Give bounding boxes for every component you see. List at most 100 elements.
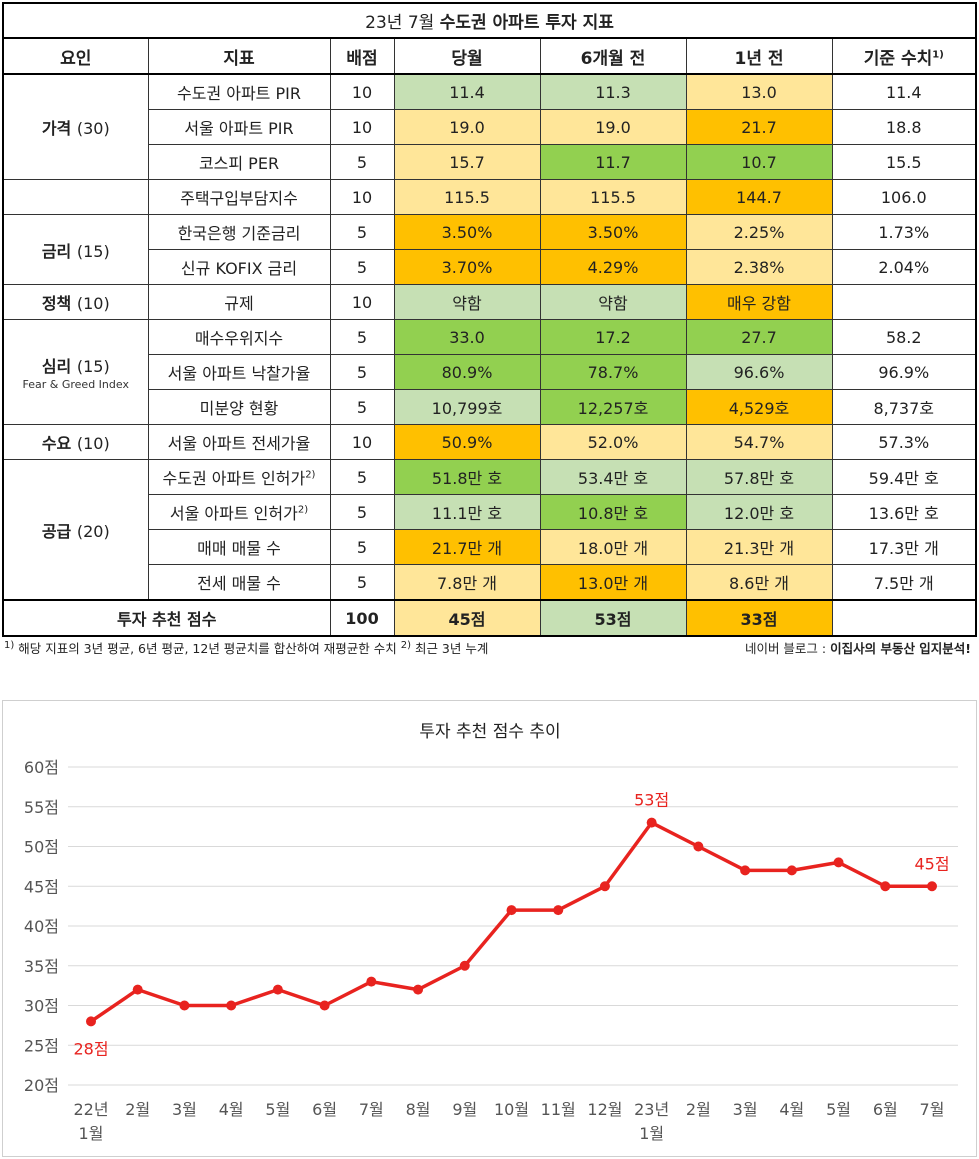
cell-m6: 18.0만 개	[539, 529, 687, 565]
table-header-row: 요인 지표 배점 당월 6개월 전 1년 전 기준 수치1)	[2, 37, 977, 75]
table-row: 주택구입부담지수 10 115.5 115.5 144.7 106.0	[2, 179, 977, 215]
cell-m6: 약함	[539, 284, 687, 320]
indicator-label: 서울 아파트 PIR	[184, 119, 294, 138]
group-rate: 금리 (15)	[2, 214, 149, 285]
table-row: 서울 아파트 낙찰가율 5 80.9% 78.7% 96.6% 96.9%	[3, 354, 977, 390]
footnote-left: 1) 해당 지표의 3년 평균, 6년 평균, 12년 평균치를 합산하여 재평…	[4, 640, 488, 656]
table-row: 가격 (30) 수도권 아파트 PIR 10 11.4 11.3 13.0 11.4	[2, 73, 977, 180]
cell-m6: 11.3	[539, 73, 687, 110]
x-tick-line: 4월	[219, 1100, 244, 1119]
cell-weight: 10	[329, 284, 395, 320]
group-price: 가격 (30)	[2, 73, 149, 180]
series-line	[90, 820, 932, 1023]
x-tick-line: 2월	[125, 1100, 150, 1119]
y-tick-label: 20점	[24, 1076, 59, 1095]
cell-m6: 3.50%	[539, 214, 687, 250]
table-row: 전세 매물 수 5 7.8만 개 13.0만 개 8.6만 개 7.5만 개	[3, 564, 977, 601]
indicator-label: 서울 아파트 낙찰가율	[167, 364, 311, 383]
indicator-label: 한국은행 기준금리	[177, 224, 301, 243]
data-point	[880, 881, 891, 892]
cell-base: 17.3만 개	[831, 529, 977, 565]
data-point	[599, 881, 610, 892]
group-policy: 정책 (10)	[2, 284, 149, 320]
cell-m6: 12,257호	[539, 389, 687, 425]
x-tick-line: 1월	[79, 1124, 104, 1143]
table-title-row: 23년 7월 수도권 아파트 투자 지표	[2, 2, 977, 39]
x-tick-line: 5월	[265, 1100, 290, 1119]
x-tick-label: 7월	[920, 1100, 945, 1119]
y-tick-label: 30점	[24, 997, 59, 1016]
cell-m6: 115.5	[539, 179, 687, 215]
cell-indicator: 서울 아파트 전세가율	[147, 424, 331, 460]
cell-indicator: 미분양 현황	[147, 389, 331, 425]
data-label: 28점	[73, 1039, 108, 1058]
cell-current: 115.5	[393, 179, 541, 215]
cell-y1: 13.0	[685, 73, 833, 110]
group-supply: 공급 (20)	[2, 459, 149, 601]
group-name: 가격	[41, 119, 72, 138]
cell-indicator: 서울 아파트 낙찰가율	[147, 354, 331, 390]
cell-base: 58.2	[831, 319, 977, 355]
y-tick-label: 45점	[24, 877, 59, 896]
indicator-label: 신규 KOFIX 금리	[180, 259, 298, 278]
cell-base: 8,737호	[831, 389, 977, 425]
table-row: 심리 (15) Fear & Greed Index 매수우위지수 5 33.0 17.2…	[2, 319, 977, 425]
x-tick-line: 1월	[639, 1124, 664, 1143]
indicator-label: 매수우위지수	[194, 329, 284, 348]
cell-y1: 144.7	[685, 179, 833, 215]
cell-weight: 5	[329, 249, 395, 285]
cell-current: 3.50%	[393, 214, 541, 250]
group-demand: 수요 (10)	[2, 424, 149, 460]
data-labels: 28점 53점 45점	[73, 791, 949, 1059]
header-weight: 배점	[329, 37, 395, 75]
indicator-table-body: 23년 7월 수도권 아파트 투자 지표 요인 지표 배점 당월 6개월 전 1…	[2, 2, 977, 637]
cell-current: 33.0	[393, 319, 541, 355]
y-tick-label: 55점	[24, 798, 59, 817]
group-name: 공급	[41, 521, 72, 541]
group-score: (15)	[76, 357, 110, 376]
source-credit: 네이버 블로그 : 이집사의 부동산 입지분석!	[745, 638, 971, 657]
cell-indicator: 코스피 PER	[147, 144, 331, 180]
total-base	[831, 599, 977, 637]
cell-y1: 21.3만 개	[685, 529, 833, 565]
x-tick-label: 11월	[541, 1100, 576, 1119]
cell-y1: 27.7	[685, 319, 833, 355]
table-row: 신규 KOFIX 금리 5 3.70% 4.29% 2.38% 2.04%	[3, 249, 977, 285]
y-tick-label: 60점	[24, 758, 59, 777]
x-tick-line: 12월	[587, 1100, 622, 1119]
cell-weight: 10	[329, 73, 395, 110]
indicator-label: 주택구입부담지수	[180, 189, 298, 208]
x-tick-label: 6월	[312, 1100, 337, 1119]
data-point	[646, 817, 657, 828]
x-tick-line: 3월	[172, 1100, 197, 1119]
group-name: 수요	[41, 434, 72, 453]
cell-m6: 19.0	[539, 109, 687, 145]
indicator-label: 서울 아파트 전세가율	[167, 434, 311, 453]
table-row: 금리 (15) 한국은행 기준금리 5 3.50% 3.50% 2.25% 1.73%	[2, 214, 977, 285]
group-name: 금리	[41, 241, 72, 261]
cell-y1: 21.7	[685, 109, 833, 145]
header-1y: 1년 전	[685, 37, 833, 75]
total-m6: 53점	[539, 599, 687, 637]
header-current: 당월	[393, 37, 541, 75]
cell-current: 15.7	[393, 144, 541, 180]
data-point	[319, 1000, 330, 1011]
cell-current: 80.9%	[393, 354, 541, 390]
header-indicator: 지표	[147, 37, 331, 75]
x-tick-label: 23년 1월	[634, 1100, 669, 1143]
x-tick-label: 5월	[265, 1100, 290, 1119]
x-tick-label: 7월	[359, 1100, 384, 1119]
x-tick-line: 6월	[312, 1100, 337, 1119]
table-row: 매매 매물 수 5 21.7만 개 18.0만 개 21.3만 개 17.3만 개	[3, 529, 977, 565]
grid-lines	[68, 766, 958, 1086]
cell-base: 57.3%	[831, 424, 977, 460]
x-tick-line: 5월	[826, 1100, 851, 1119]
y-tick-label: 25점	[24, 1036, 59, 1055]
indicator-sup: 2)	[297, 504, 309, 516]
table-row: 수요 (10) 서울 아파트 전세가율 10 50.9% 52.0% 54.7% 57.3%	[2, 424, 977, 460]
header-base-sup: 1)	[932, 48, 944, 60]
x-tick-line: 6월	[873, 1100, 898, 1119]
group-score: (15)	[76, 241, 110, 261]
x-tick-line: 22년	[73, 1100, 108, 1119]
indicator-label: 전세 매물 수	[197, 574, 281, 593]
